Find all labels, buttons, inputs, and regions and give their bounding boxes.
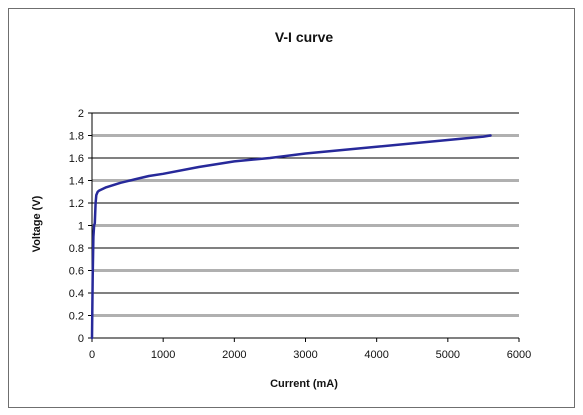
- chart-title: V-I curve: [275, 29, 334, 45]
- y-tick-label: 0.4: [69, 288, 84, 300]
- series-layer: [90, 134, 492, 340]
- axes: [88, 112, 520, 342]
- x-tick-label: 0: [89, 349, 95, 361]
- x-tick-label: 3000: [293, 349, 317, 361]
- y-tick-label: 1.4: [69, 176, 84, 188]
- y-tick-label: 1.6: [69, 153, 84, 165]
- grid-lines: [92, 112, 519, 317]
- y-tick-label: 1.2: [69, 198, 84, 210]
- chart-frame: [8, 8, 575, 408]
- y-tick-label: 1: [78, 221, 84, 233]
- x-tick-label: 6000: [507, 349, 531, 361]
- y-tick-label: 0.2: [69, 311, 84, 323]
- x-tick-label: 4000: [364, 349, 388, 361]
- x-tick-label: 2000: [222, 349, 246, 361]
- y-tick-label: 2: [78, 108, 84, 120]
- y-tick-label: 0: [78, 333, 84, 345]
- x-tick-label: 5000: [436, 349, 460, 361]
- x-tick-label: 1000: [151, 349, 175, 361]
- tick-labels: 0 0.2 0.4 0.6 0.8 1 1.2 1.4 1.6 1.8 2 0 1000 2000 3000…: [69, 108, 532, 361]
- x-axis-title: Current (mA): [270, 378, 338, 390]
- series-line: [90, 134, 492, 340]
- y-tick-label: 0.8: [69, 243, 84, 255]
- y-tick-label: 1.8: [69, 131, 84, 143]
- y-tick-label: 0.6: [69, 266, 84, 278]
- y-axis-title: Voltage (V): [31, 195, 43, 252]
